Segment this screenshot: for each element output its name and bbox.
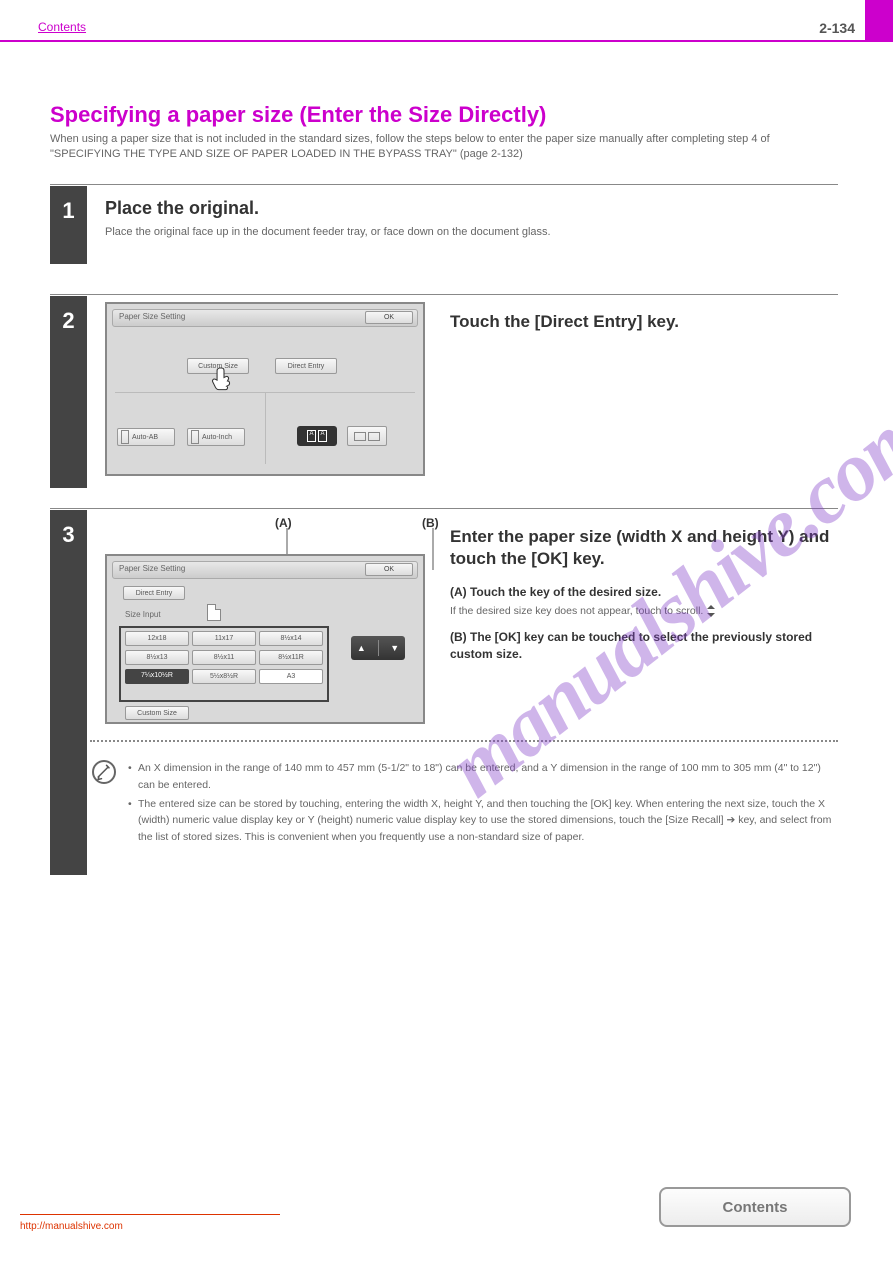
direct-entry-tab[interactable]: Direct Entry bbox=[123, 586, 185, 600]
callout-a-heading: (A) Touch the key of the desired size. bbox=[450, 585, 661, 599]
size-option[interactable]: 12x18 bbox=[125, 631, 189, 646]
scroll-spinner[interactable]: ▲ ▼ bbox=[351, 636, 405, 660]
size-option[interactable]: 8½x11R bbox=[259, 650, 323, 665]
step-rule bbox=[50, 294, 838, 295]
size-option[interactable]: 8½x13 bbox=[125, 650, 189, 665]
footer-url[interactable]: http://manualshive.com bbox=[20, 1221, 123, 1232]
step-title: Enter the paper size (width X and height… bbox=[450, 526, 838, 570]
page-number: 2-134 bbox=[819, 20, 855, 36]
callout-b-heading: (B) The [OK] key can be touched to selec… bbox=[450, 630, 812, 661]
notes-list: An X dimension in the range of 140 mm to… bbox=[128, 760, 838, 848]
scroll-arrow-icon bbox=[706, 605, 716, 617]
divider-vertical bbox=[265, 392, 266, 464]
note-item: The entered size can be stored by touchi… bbox=[128, 796, 838, 846]
note-icon bbox=[92, 760, 116, 784]
step-title: Place the original. bbox=[105, 198, 259, 219]
step-title: Touch the [Direct Entry] key. bbox=[450, 312, 679, 332]
size-option[interactable]: A3 bbox=[259, 669, 323, 684]
section-title: Specifying a paper size (Enter the Size … bbox=[50, 102, 838, 128]
size-option[interactable]: 8½x11 bbox=[192, 650, 256, 665]
step-number: 2 bbox=[50, 308, 87, 334]
ok-button[interactable]: OK bbox=[365, 563, 413, 576]
footer-divider bbox=[20, 1214, 280, 1215]
contents-button[interactable]: Contents bbox=[659, 1187, 851, 1227]
note-item: An X dimension in the range of 140 mm to… bbox=[128, 760, 838, 794]
page-accent-corner bbox=[865, 0, 893, 42]
page-icon bbox=[207, 604, 221, 621]
custom-size-button[interactable]: Custom Size bbox=[125, 706, 189, 720]
step-number: 1 bbox=[50, 198, 87, 224]
page-accent-line bbox=[0, 40, 893, 42]
size-input-label: Size Input bbox=[125, 610, 161, 619]
step-rule bbox=[50, 184, 838, 185]
step-description: Place the original face up in the docume… bbox=[105, 226, 551, 238]
dotted-separator bbox=[90, 740, 838, 742]
screen-mock-paper-size: Paper Size Setting OK Custom Size Direct… bbox=[105, 302, 425, 476]
step-number: 3 bbox=[50, 522, 87, 548]
section-subtitle: When using a paper size that is not incl… bbox=[50, 132, 838, 163]
callout-a-description: If the desired size key does not appear,… bbox=[450, 605, 703, 617]
orientation-icon bbox=[191, 430, 199, 444]
direct-entry-button[interactable]: Direct Entry bbox=[275, 358, 337, 374]
screen-mock-size-grid: Paper Size Setting OK Direct Entry Size … bbox=[105, 554, 425, 724]
size-option-selected[interactable]: 7¼x10½R bbox=[125, 669, 189, 684]
size-option[interactable]: 11x17 bbox=[192, 631, 256, 646]
step-rule bbox=[50, 508, 838, 509]
orientation-option-2[interactable] bbox=[347, 426, 387, 446]
size-option[interactable]: 5½x8½R bbox=[192, 669, 256, 684]
step-sidebar bbox=[50, 510, 87, 875]
ok-button[interactable]: OK bbox=[365, 311, 413, 324]
orientation-option-1[interactable]: A A bbox=[297, 426, 337, 446]
size-option[interactable]: 8½x14 bbox=[259, 631, 323, 646]
callout-b-label: (B) bbox=[422, 516, 439, 530]
orientation-icon bbox=[121, 430, 129, 444]
callout-a-label: (A) bbox=[275, 516, 292, 530]
contents-link-top[interactable]: Contents bbox=[38, 20, 86, 34]
size-grid: 12x18 11x17 8½x14 8½x13 8½x11 8½x11R 7¼x… bbox=[125, 631, 323, 685]
